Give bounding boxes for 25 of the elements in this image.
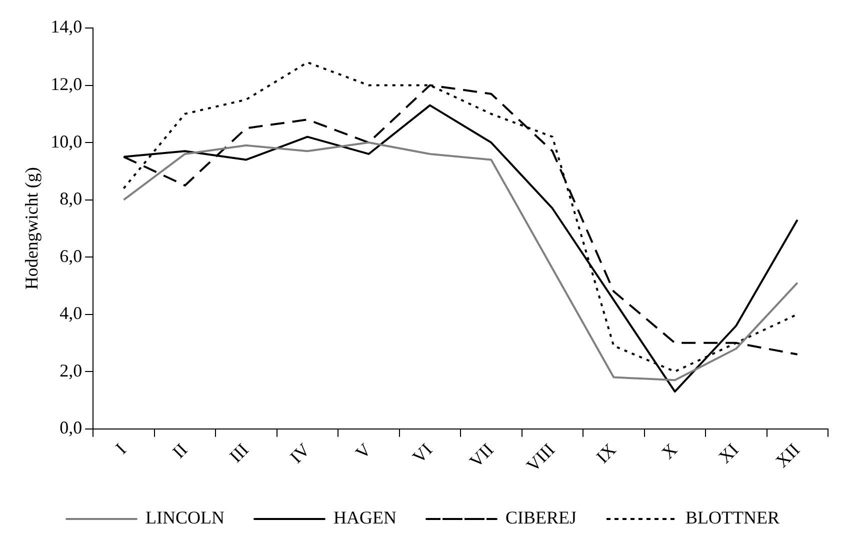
y-tick-label: 6,0	[60, 246, 82, 266]
x-tick-label: VIII	[522, 439, 559, 476]
x-tick-label: I	[112, 439, 130, 458]
y-tick-label: 0,0	[60, 418, 82, 438]
y-tick-label: 14,0	[50, 16, 82, 37]
legend-label: BLOTTNER	[686, 508, 780, 528]
y-tick-label: 12,0	[50, 74, 82, 94]
x-tick-label: XI	[714, 439, 742, 468]
x-tick-label: VII	[466, 439, 498, 472]
x-tick-label: VI	[408, 439, 436, 468]
x-tick-label: IX	[592, 439, 620, 468]
x-tick-label: X	[658, 439, 682, 463]
y-tick-label: 8,0	[60, 188, 82, 209]
x-tick-label: XII	[772, 439, 804, 472]
legend-label: HAGEN	[334, 508, 396, 528]
legend-label: CIBEREJ	[505, 508, 577, 528]
legend-label: LINCOLN	[146, 508, 225, 528]
y-tick-label: 4,0	[60, 303, 82, 324]
y-axis-title: Hodengwicht (g)	[22, 167, 42, 290]
x-tick-label: III	[226, 439, 252, 466]
x-tick-label: V	[352, 439, 375, 463]
y-tick-label: 2,0	[60, 360, 82, 380]
y-tick-label: 10,0	[50, 131, 82, 152]
x-tick-label: IV	[286, 439, 314, 468]
x-tick-label: II	[168, 439, 192, 462]
